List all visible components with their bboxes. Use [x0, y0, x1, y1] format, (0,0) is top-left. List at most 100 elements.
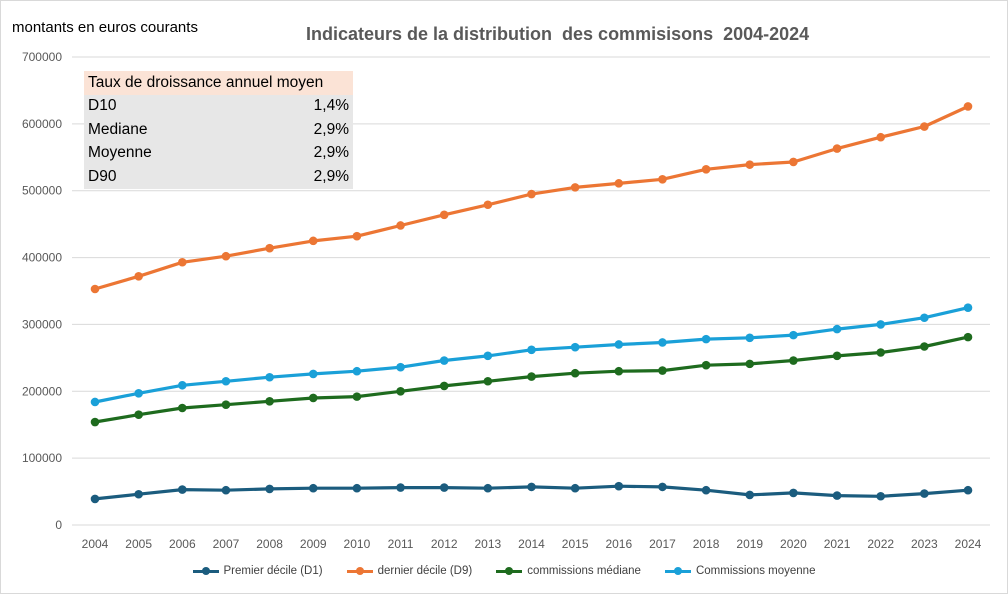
data-point-median [789, 356, 798, 365]
data-point-median [483, 376, 493, 386]
x-tick-label: 2010 [344, 537, 371, 551]
growth-rate-row-moyenne: Moyenne 2,9% [84, 141, 353, 165]
x-tick-label: 2005 [125, 537, 152, 551]
data-point-d1 [221, 485, 231, 495]
x-tick-label: 2009 [300, 537, 327, 551]
data-point-mean [308, 369, 318, 379]
legend-label: Premier décile (D1) [223, 565, 323, 577]
data-point-d9 [701, 165, 711, 174]
data-point-mean [570, 342, 580, 352]
data-point-d9 [308, 236, 318, 246]
x-tick-label: 2008 [256, 537, 283, 551]
data-point-median [396, 386, 405, 396]
data-point-mean [90, 397, 100, 407]
legend-item-d1[interactable]: Premier décile (D1) [192, 565, 323, 577]
data-point-d9 [134, 271, 143, 281]
data-point-median [134, 410, 143, 419]
x-tick-label: 2015 [562, 537, 589, 551]
row-value: 2,9% [251, 165, 353, 189]
data-point-d1 [134, 489, 143, 499]
y-tick-label: 100000 [22, 451, 62, 465]
x-tick-label: 2016 [605, 537, 632, 551]
growth-rate-table-title: Taux de droissance annuel moyen [84, 71, 353, 95]
data-point-median [570, 368, 580, 378]
growth-rate-table: Taux de droissance annuel moyen D10 1,4%… [84, 71, 353, 189]
data-point-d1 [483, 483, 493, 493]
data-point-d9 [439, 210, 449, 220]
data-point-mean [745, 333, 755, 343]
x-tick-label: 2004 [82, 537, 109, 551]
legend-line-marker-icon [496, 566, 523, 576]
data-point-mean [920, 313, 929, 323]
y-tick-label: 400000 [22, 251, 62, 265]
x-tick-label: 2022 [867, 537, 894, 551]
data-point-d1 [658, 482, 667, 492]
x-tick-label: 2023 [911, 537, 938, 551]
data-point-d9 [178, 257, 187, 267]
data-point-d1 [265, 484, 274, 494]
data-point-d9 [527, 189, 536, 199]
data-point-mean [789, 330, 798, 340]
legend-label: Commissions moyenne [695, 565, 816, 577]
x-tick-label: 2024 [955, 537, 982, 551]
y-tick-label: 500000 [22, 184, 62, 198]
data-point-median [221, 400, 231, 409]
data-point-mean [614, 340, 624, 349]
data-point-mean [832, 324, 842, 334]
data-point-d9 [396, 221, 405, 230]
data-point-mean [265, 372, 274, 382]
data-point-d9 [265, 243, 274, 253]
data-point-median [745, 359, 755, 369]
data-point-median [439, 381, 449, 391]
legend-label: dernier décile (D9) [377, 565, 473, 577]
legend-item-mean[interactable]: Commissions moyenne [664, 565, 816, 577]
data-point-d1 [396, 483, 405, 492]
x-tick-label: 2020 [780, 537, 807, 551]
row-label: Mediane [84, 118, 252, 142]
growth-rate-table-header: Taux de droissance annuel moyen [84, 71, 353, 95]
legend-label: commissions médiane [527, 565, 641, 577]
data-point-d9 [876, 132, 885, 142]
legend-line-marker-icon [346, 566, 373, 576]
data-point-median [920, 342, 929, 351]
data-point-mean [439, 356, 449, 365]
data-point-d1 [832, 491, 842, 500]
data-point-d1 [614, 481, 624, 491]
data-point-median [527, 372, 536, 381]
y-tick-label: 600000 [22, 117, 62, 131]
row-value: 2,9% [251, 141, 353, 165]
data-point-d1 [178, 485, 187, 494]
data-point-d1 [876, 491, 885, 501]
data-point-d9 [90, 284, 100, 294]
unit-label: montants en euros courants [12, 19, 198, 36]
data-point-median [178, 403, 187, 413]
row-label: D90 [84, 165, 252, 189]
data-point-d1 [701, 485, 711, 495]
legend-line-marker-icon [664, 566, 691, 576]
data-point-d9 [745, 160, 755, 169]
row-value: 1,4% [251, 94, 353, 118]
data-point-d1 [920, 489, 929, 498]
data-point-mean [178, 380, 187, 390]
data-point-d1 [90, 494, 100, 504]
data-point-mean [701, 334, 711, 344]
data-point-d9 [614, 179, 624, 188]
chart-title: Indicateurs de la distribution des commi… [306, 24, 810, 44]
data-point-mean [396, 362, 405, 372]
data-point-d9 [920, 122, 929, 131]
legend-item-d9[interactable]: dernier décile (D9) [346, 565, 473, 577]
data-point-median [832, 351, 842, 361]
data-point-mean [221, 376, 231, 386]
data-point-d1 [745, 490, 755, 500]
data-point-mean [527, 345, 536, 355]
data-point-median [963, 332, 973, 342]
data-point-mean [134, 388, 143, 398]
row-label: Moyenne [84, 141, 252, 165]
data-point-d9 [963, 102, 973, 111]
data-point-d9 [832, 144, 842, 153]
legend-item-median[interactable]: commissions médiane [496, 565, 641, 577]
data-point-d9 [658, 175, 667, 184]
x-tick-label: 2013 [474, 537, 501, 551]
x-tick-label: 2021 [824, 537, 851, 551]
legend-line-marker-icon [192, 566, 219, 576]
